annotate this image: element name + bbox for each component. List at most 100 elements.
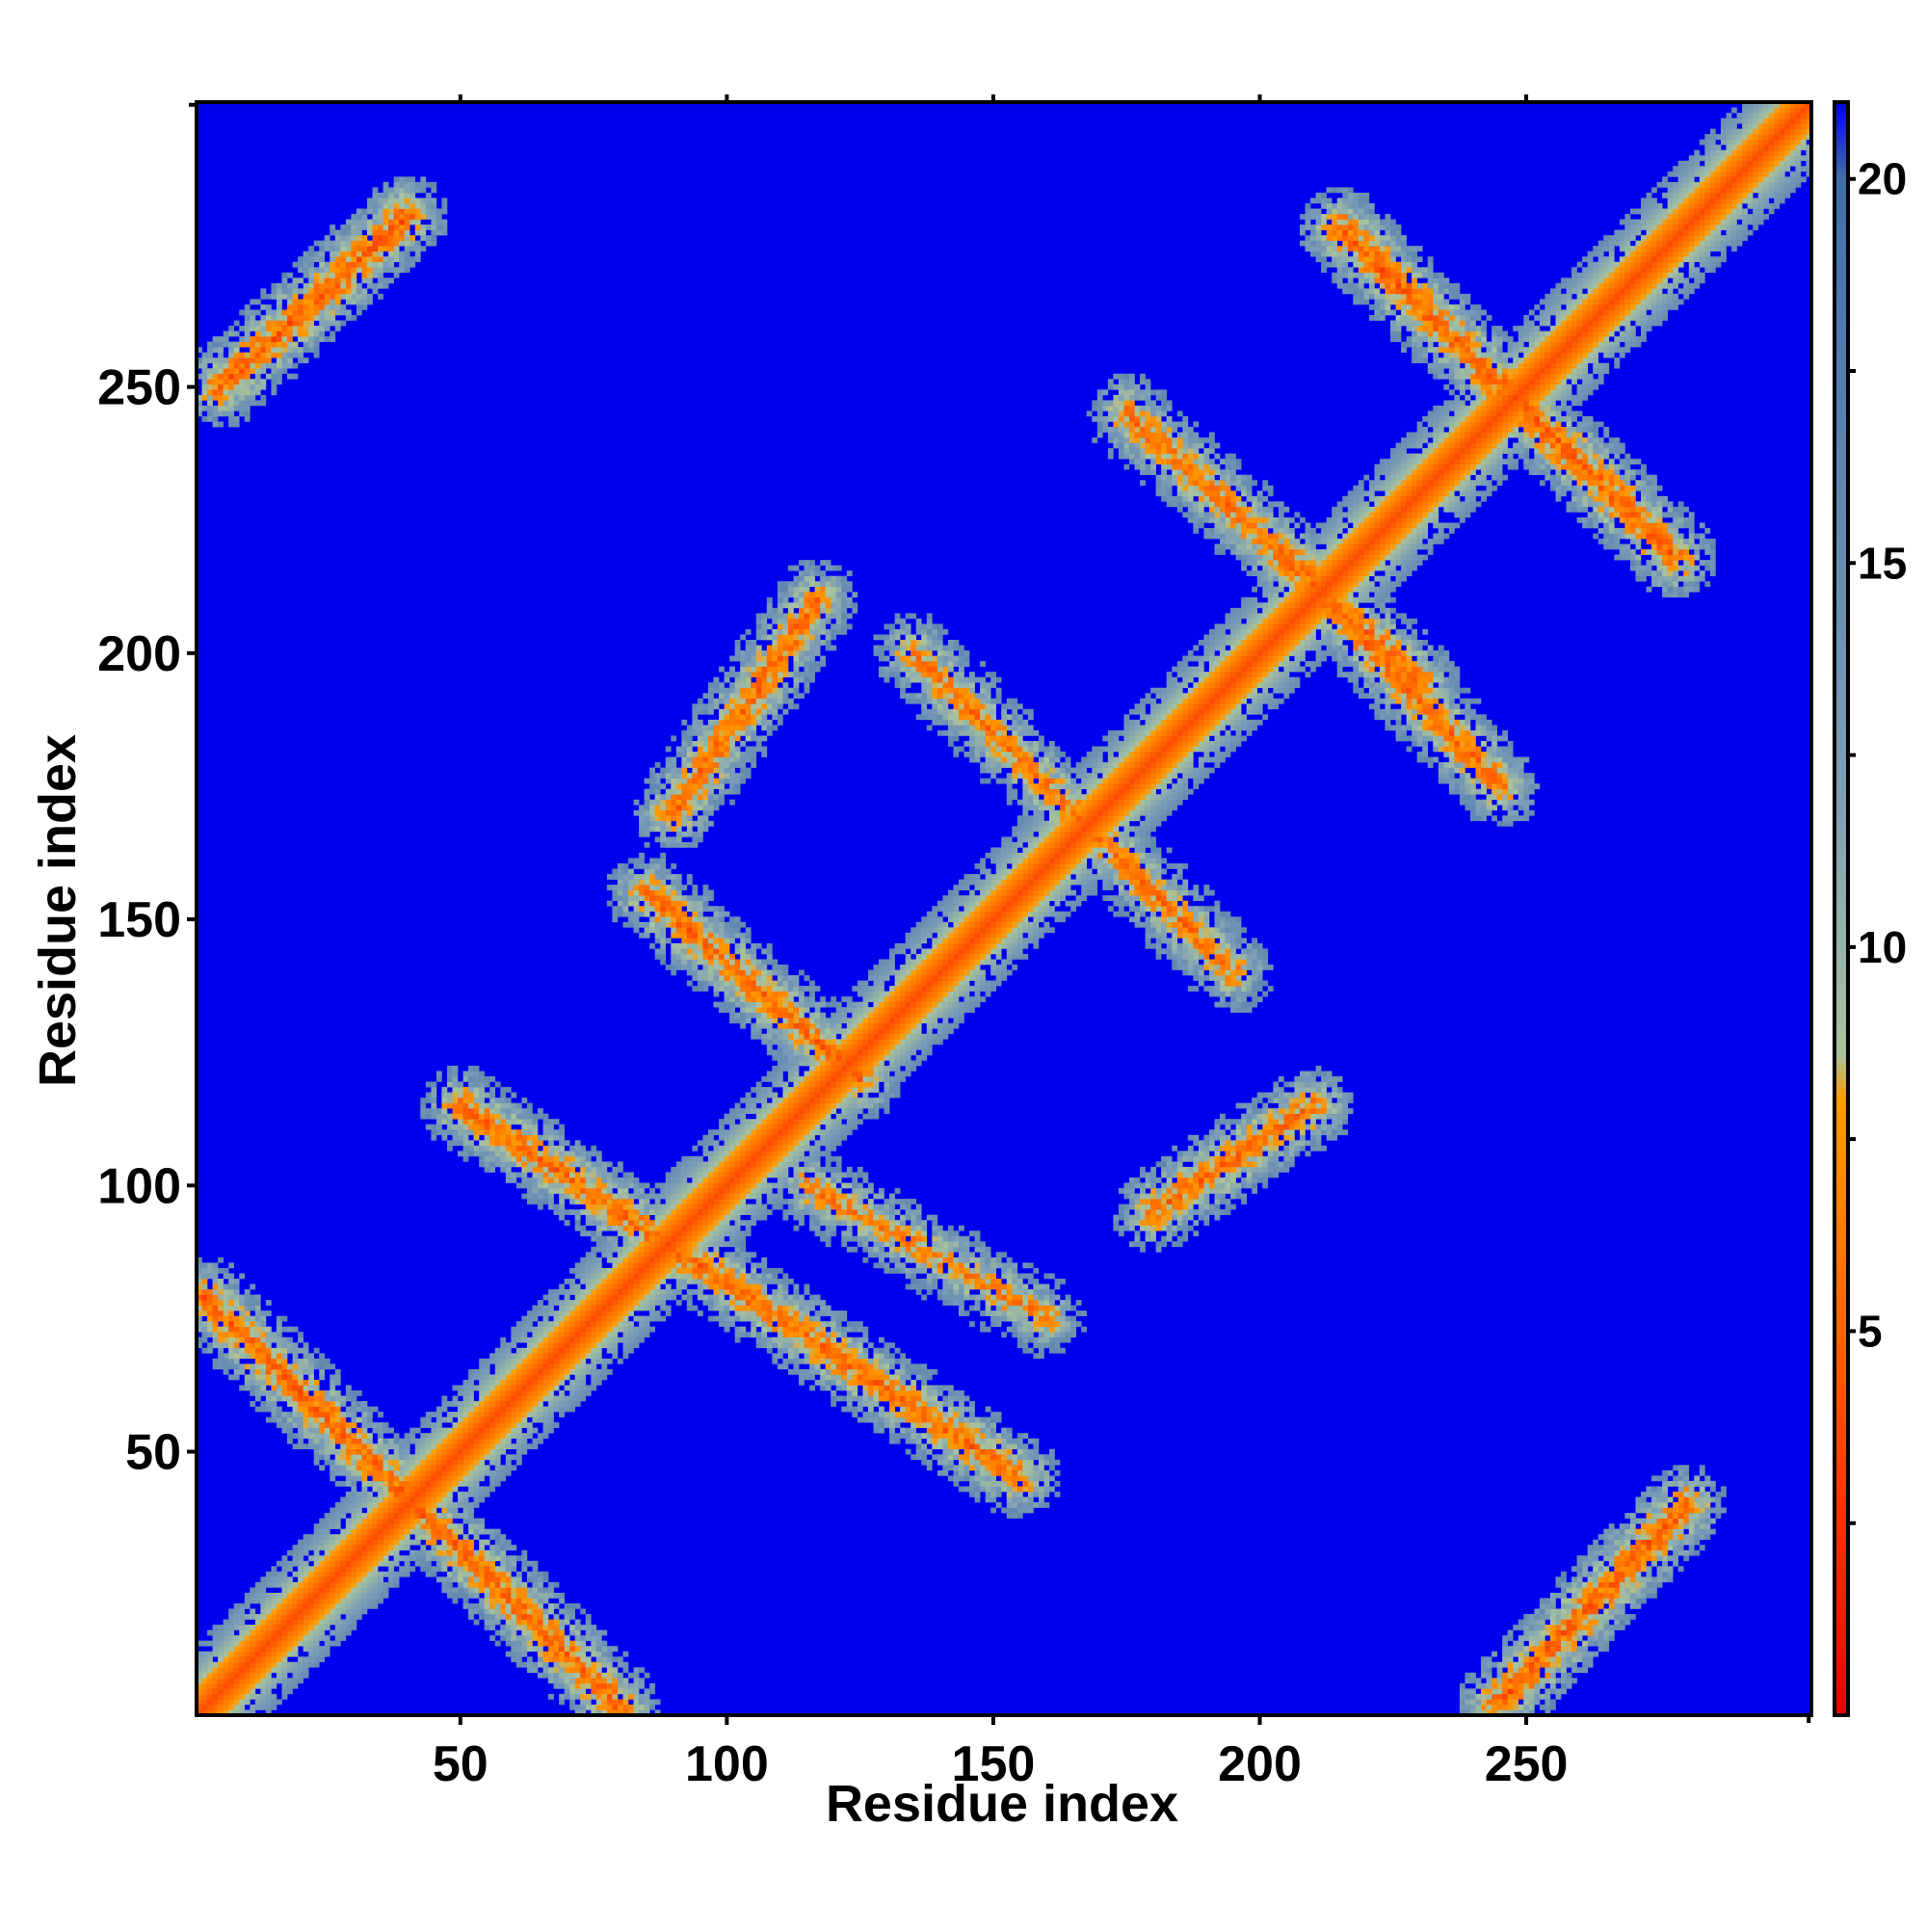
heatmap-cell bbox=[633, 1246, 640, 1253]
heatmap-cell bbox=[505, 1108, 512, 1114]
heatmap-cell bbox=[606, 1252, 613, 1258]
heatmap-cell bbox=[671, 1172, 677, 1178]
heatmap-cell bbox=[361, 1602, 368, 1609]
heatmap-cell bbox=[511, 1337, 517, 1343]
heatmap-cell bbox=[197, 357, 202, 364]
heatmap-cell bbox=[639, 809, 645, 816]
heatmap-cell bbox=[452, 1571, 459, 1577]
heatmap-cell bbox=[361, 1496, 368, 1503]
heatmap-cell bbox=[436, 1459, 442, 1466]
heatmap-cell bbox=[515, 1155, 522, 1162]
heatmap-cell bbox=[521, 1614, 528, 1620]
heatmap-cell bbox=[601, 1267, 608, 1274]
heatmap-cell bbox=[420, 1513, 427, 1519]
heatmap-cell bbox=[244, 336, 251, 342]
heatmap-cell bbox=[532, 1416, 539, 1423]
heatmap-cell bbox=[383, 214, 389, 220]
heatmap-cell bbox=[681, 805, 688, 811]
heatmap-cell bbox=[665, 1214, 672, 1221]
heatmap-cell bbox=[330, 1555, 336, 1562]
heatmap-cell bbox=[244, 1347, 251, 1354]
heatmap-cell bbox=[601, 1672, 608, 1679]
heatmap-cell bbox=[452, 1454, 459, 1461]
heatmap-cell bbox=[511, 1385, 517, 1391]
heatmap-cell bbox=[324, 267, 330, 274]
heatmap-cell bbox=[409, 1491, 416, 1497]
heatmap-cell bbox=[345, 1448, 352, 1455]
heatmap-cell bbox=[612, 1294, 619, 1301]
heatmap-cell bbox=[298, 357, 304, 364]
heatmap-cell bbox=[271, 1332, 277, 1338]
heatmap-cell bbox=[521, 1385, 528, 1391]
heatmap-cell bbox=[505, 1406, 512, 1413]
heatmap-cell bbox=[526, 1140, 533, 1147]
heatmap-cell bbox=[436, 1129, 442, 1136]
heatmap-cell bbox=[367, 1598, 373, 1604]
heatmap-cell bbox=[207, 410, 213, 417]
heatmap-cell bbox=[515, 1619, 522, 1626]
heatmap-cell bbox=[345, 1491, 352, 1497]
heatmap-cell bbox=[228, 1289, 235, 1295]
heatmap-cell bbox=[340, 1480, 347, 1487]
heatmap-cell bbox=[580, 1305, 587, 1311]
heatmap-cell bbox=[425, 198, 432, 204]
heatmap-cell bbox=[330, 336, 336, 342]
heatmap-cell bbox=[409, 187, 416, 194]
heatmap-cell bbox=[250, 400, 256, 407]
heatmap-cell bbox=[287, 373, 293, 380]
heatmap-cell bbox=[212, 1693, 219, 1700]
heatmap-cell bbox=[494, 1614, 501, 1620]
heatmap-cell bbox=[574, 1661, 581, 1668]
heatmap-cell bbox=[303, 1656, 309, 1663]
heatmap-cell bbox=[500, 1087, 507, 1093]
heatmap-cell bbox=[452, 1480, 459, 1487]
heatmap-cell bbox=[649, 805, 655, 811]
heatmap-cell bbox=[542, 1389, 549, 1396]
heatmap-cell bbox=[271, 1667, 277, 1674]
heatmap-cell bbox=[265, 1363, 272, 1370]
heatmap-cell bbox=[351, 1486, 357, 1493]
heatmap-cell bbox=[308, 1385, 314, 1391]
heatmap-cell bbox=[218, 394, 224, 401]
heatmap-cell bbox=[654, 1231, 661, 1237]
heatmap-cell bbox=[319, 1576, 326, 1583]
heatmap-cell bbox=[532, 1337, 539, 1343]
heatmap-cell bbox=[473, 1502, 480, 1508]
heatmap-cell bbox=[494, 1422, 501, 1428]
heatmap-cell bbox=[473, 1145, 480, 1151]
heatmap-cell bbox=[649, 783, 655, 789]
heatmap-cell bbox=[505, 1454, 512, 1461]
heatmap-cell bbox=[675, 1241, 682, 1248]
heatmap-cell bbox=[313, 1363, 320, 1370]
heatmap-cell bbox=[218, 400, 224, 407]
heatmap-cell bbox=[345, 293, 352, 300]
heatmap-cell bbox=[585, 1257, 592, 1263]
heatmap-cell bbox=[271, 384, 277, 390]
heatmap-cell bbox=[671, 1182, 677, 1189]
heatmap-cell bbox=[324, 1598, 330, 1604]
heatmap-cell bbox=[239, 384, 246, 390]
heatmap-cell bbox=[580, 1656, 587, 1663]
heatmap-cell bbox=[660, 1231, 667, 1237]
heatmap-cell bbox=[287, 1678, 293, 1684]
heatmap-cell bbox=[298, 267, 304, 274]
heatmap-cell bbox=[494, 1102, 501, 1109]
heatmap-cell bbox=[201, 1321, 208, 1327]
heatmap-cell bbox=[287, 288, 293, 295]
heatmap-cell bbox=[201, 379, 208, 385]
heatmap-cell bbox=[420, 1507, 427, 1514]
heatmap-cell bbox=[559, 1199, 565, 1204]
heatmap-cell bbox=[276, 1368, 282, 1375]
heatmap-cell bbox=[542, 1635, 549, 1641]
heatmap-cell bbox=[660, 889, 667, 896]
heatmap-cell bbox=[303, 1614, 309, 1620]
heatmap-cell bbox=[324, 1587, 330, 1594]
heatmap-cell bbox=[446, 1496, 453, 1503]
heatmap-cell bbox=[324, 1635, 330, 1641]
heatmap-cell bbox=[218, 1363, 224, 1370]
heatmap-cell bbox=[287, 1347, 293, 1354]
heatmap-cell bbox=[649, 858, 655, 864]
heatmap-cell bbox=[628, 1682, 634, 1689]
heatmap-cell bbox=[644, 874, 650, 880]
heatmap-cell bbox=[207, 373, 213, 380]
